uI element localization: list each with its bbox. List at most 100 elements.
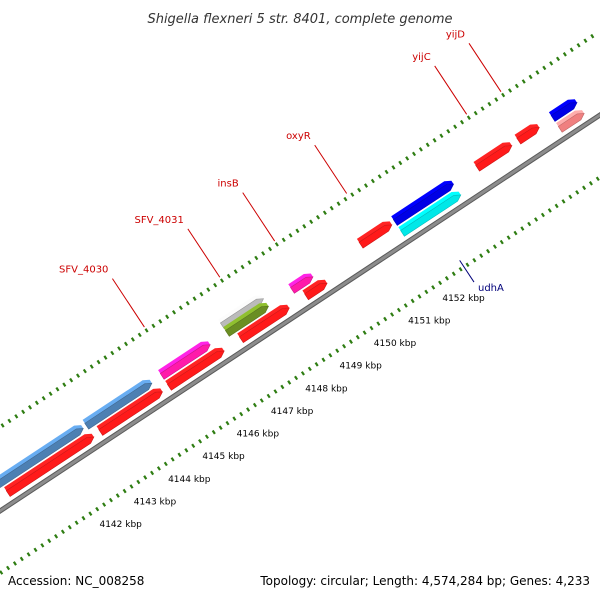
gene-label-SFV_4031[interactable]: SFV_4031 [134,215,221,278]
minor-tick [0,570,4,575]
feature-cds[interactable] [165,347,225,391]
gene-label-oxyR[interactable]: oxyR [286,131,348,194]
scale-label: 4144 kbp [168,475,211,485]
minor-tick [342,343,347,349]
feature-top-face [514,124,540,139]
minor-tick [583,38,588,44]
minor-tick [273,389,278,394]
gene-labels: SFV_4030 SFV_4031 insB oxyR yijC yijD udhA [59,29,504,328]
minor-tick [521,79,526,84]
minor-tick [14,414,19,419]
gene-label-text: SFV_4031 [134,215,183,226]
minor-tick [295,228,300,234]
feature-front-face [224,305,270,337]
minor-tick [336,201,341,206]
gene-label-udhA[interactable]: udhA [459,260,504,294]
minor-tick [171,310,177,315]
gene-label-SFV_4030[interactable]: SFV_4030 [59,265,145,328]
minor-tick [472,257,477,263]
feature-blue-feature[interactable] [548,99,578,122]
minor-tick [151,323,156,329]
minor-tick [514,83,519,89]
minor-tick [143,475,148,480]
minor-tick [136,479,141,485]
minor-tick [527,221,532,227]
feature-blue-feature[interactable] [0,425,84,492]
minor-tick [384,169,389,175]
minor-tick [129,484,134,489]
gene-label-insB[interactable]: insB [218,179,276,242]
minor-tick [561,199,566,204]
feature-udhA[interactable] [398,191,462,237]
feature-blue-feature[interactable] [82,379,153,430]
feature-cds[interactable] [4,433,95,497]
feature-insB[interactable] [288,273,314,294]
minor-tick [247,260,252,265]
minor-tick [506,235,511,240]
feature-udhA[interactable] [391,180,455,226]
feature-pink-feature[interactable] [556,110,585,133]
minor-tick [480,106,485,111]
minor-tick [280,384,285,390]
gene-label-yijD[interactable]: yijD [446,29,502,92]
minor-tick [595,176,600,182]
gene-label-text: insB [218,179,239,190]
minor-tick [391,165,396,170]
feature-cds[interactable] [302,279,328,301]
minor-tick [555,56,561,62]
minor-tick [588,181,593,186]
minor-tick [350,192,355,197]
gene-label-text: oxyR [286,131,311,142]
minor-tick [520,226,525,231]
minor-tick [170,457,175,462]
feature-cds[interactable] [96,388,164,436]
minor-tick [137,332,142,338]
minor-tick [499,239,504,245]
minor-tick [322,210,327,215]
leader-line [468,43,502,92]
minor-tick [432,138,437,143]
minor-tick [47,538,52,544]
feature-SFV_4031[interactable] [223,302,270,337]
gene-label-yijC[interactable]: yijC [412,52,468,115]
feature-front-face [400,194,462,237]
accession-text: Accession: NC_008258 [8,574,145,588]
scale-label: 4151 kbp [408,316,451,326]
scale-label: 4150 kbp [374,339,417,349]
minor-tick [329,205,334,211]
minor-tick [240,264,245,270]
feature-front-face [290,276,314,294]
minor-tick [40,543,45,548]
minor-tick [487,101,492,107]
minor-tick [582,185,587,191]
minor-tick [424,289,429,295]
minor-tick [95,506,100,512]
minor-tick [88,511,93,516]
feature-front-face [475,145,513,172]
feature-front-face [392,183,455,226]
minor-tick [191,443,196,449]
minor-tick [302,224,307,229]
minor-tick [185,300,190,306]
minor-tick [377,174,382,179]
minor-tick [199,291,204,297]
feature-yijD[interactable] [514,124,540,145]
minor-tick [266,393,271,399]
feature-cds[interactable] [237,304,290,344]
minor-tick [403,303,408,308]
minor-tick [431,285,436,290]
feature-front-face [5,436,95,497]
feature-yijC[interactable] [473,142,513,172]
minor-tick [96,359,101,365]
feature-oxyR[interactable] [356,221,393,249]
minor-tick [314,362,319,367]
minor-tick [554,203,559,209]
minor-tick [267,246,273,252]
minor-tick [213,282,218,288]
minor-tick [218,425,223,430]
minor-tick [315,214,321,220]
minor-tick [246,407,251,412]
feature-SFV_4030[interactable] [158,341,211,380]
minor-tick [0,423,5,428]
